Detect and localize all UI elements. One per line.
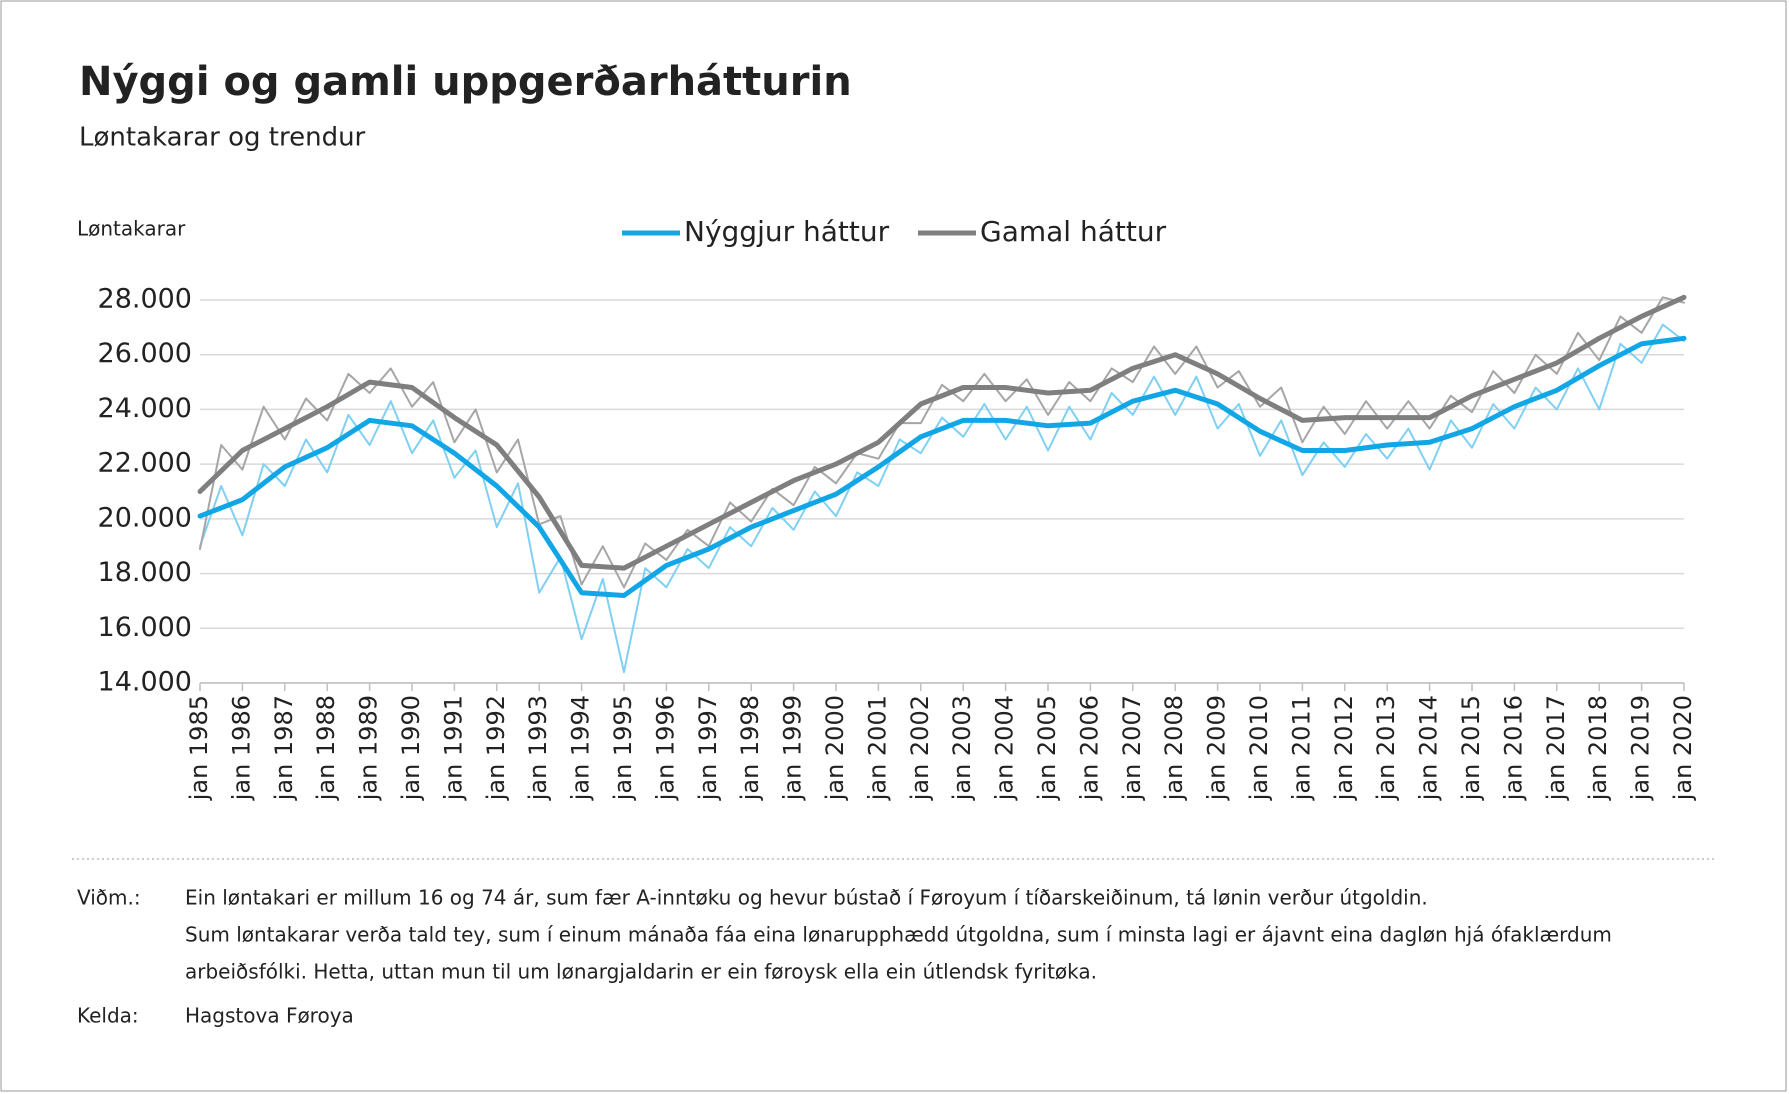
x-tick-label: jan 2003 xyxy=(948,695,976,801)
legend-label: Gamal háttur xyxy=(980,215,1167,248)
x-tick-label: jan 1993 xyxy=(524,695,552,801)
x-tick-label: jan 1990 xyxy=(397,695,425,801)
note-line: Ein løntakari er millum 16 og 74 ár, sum… xyxy=(185,886,1428,910)
chart-subtitle: Løntakarar og trendur xyxy=(79,123,366,153)
series-line xyxy=(197,335,1687,598)
y-tick-label: 26.000 xyxy=(98,338,192,369)
x-tick-label: jan 2004 xyxy=(991,695,1019,801)
chart-title: Nýggi og gamli uppgerðarhátturin xyxy=(79,59,852,105)
x-tick-label: jan 2020 xyxy=(1669,695,1697,801)
series-line xyxy=(197,294,1687,571)
x-tick-label: jan 2015 xyxy=(1457,695,1485,801)
source-label: Kelda: xyxy=(77,1004,139,1028)
x-tick-label: jan 1996 xyxy=(651,695,679,801)
x-tick-label: jan 1987 xyxy=(270,695,298,801)
x-tick-label: jan 2010 xyxy=(1245,695,1273,801)
x-tick-label: jan 2008 xyxy=(1160,695,1188,801)
x-tick-label: jan 2000 xyxy=(821,695,849,801)
y-tick-label: 22.000 xyxy=(98,448,192,479)
y-tick-label: 16.000 xyxy=(98,612,192,643)
x-tick-label: jan 1985 xyxy=(185,695,213,801)
x-tick-label: jan 2011 xyxy=(1287,695,1315,801)
y-tick-label: 20.000 xyxy=(98,502,192,533)
x-tick-label: jan 1997 xyxy=(694,695,722,801)
x-tick-label: jan 2012 xyxy=(1330,695,1358,801)
x-tick-label: jan 1988 xyxy=(312,695,340,801)
x-tick-label: jan 1994 xyxy=(567,695,595,801)
x-tick-label: jan 2001 xyxy=(863,695,891,801)
legend-label: Nýggjur háttur xyxy=(684,215,890,248)
x-tick-label: jan 2017 xyxy=(1542,695,1570,801)
x-tick-label: jan 1989 xyxy=(355,695,383,801)
source-value: Hagstova Føroya xyxy=(185,1004,354,1028)
x-tick-label: jan 2002 xyxy=(906,695,934,801)
y-tick-label: 14.000 xyxy=(98,667,192,698)
y-tick-label: 18.000 xyxy=(98,557,192,588)
x-tick-label: jan 2014 xyxy=(1415,695,1443,801)
series-line xyxy=(199,323,1685,674)
y-tick-label: 24.000 xyxy=(98,393,192,424)
x-tick-label: jan 2013 xyxy=(1372,695,1400,801)
x-tick-label: jan 1995 xyxy=(609,695,637,801)
x-tick-label: jan 2006 xyxy=(1075,695,1103,801)
x-tick-label: jan 2009 xyxy=(1203,695,1231,801)
x-tick-label: jan 1991 xyxy=(439,695,467,801)
notes-label: Viðm.: xyxy=(77,886,141,910)
x-tick-label: jan 2016 xyxy=(1499,695,1527,801)
x-tick-label: jan 1999 xyxy=(779,695,807,801)
note-line: Sum løntakarar verða tald tey, sum í ein… xyxy=(185,923,1612,947)
x-tick-label: jan 2018 xyxy=(1584,695,1612,801)
y-axis-label: Løntakarar xyxy=(77,217,186,241)
x-tick-label: jan 1986 xyxy=(227,695,255,801)
x-tick-label: jan 2007 xyxy=(1118,695,1146,801)
y-tick-label: 28.000 xyxy=(98,284,192,315)
x-tick-label: jan 2019 xyxy=(1627,695,1655,801)
x-tick-label: jan 1998 xyxy=(736,695,764,801)
note-line: arbeiðsfólki. Hetta, uttan mun til um lø… xyxy=(185,960,1097,984)
x-tick-label: jan 1992 xyxy=(482,695,510,801)
series-line xyxy=(199,296,1685,589)
x-tick-label: jan 2005 xyxy=(1033,695,1061,801)
